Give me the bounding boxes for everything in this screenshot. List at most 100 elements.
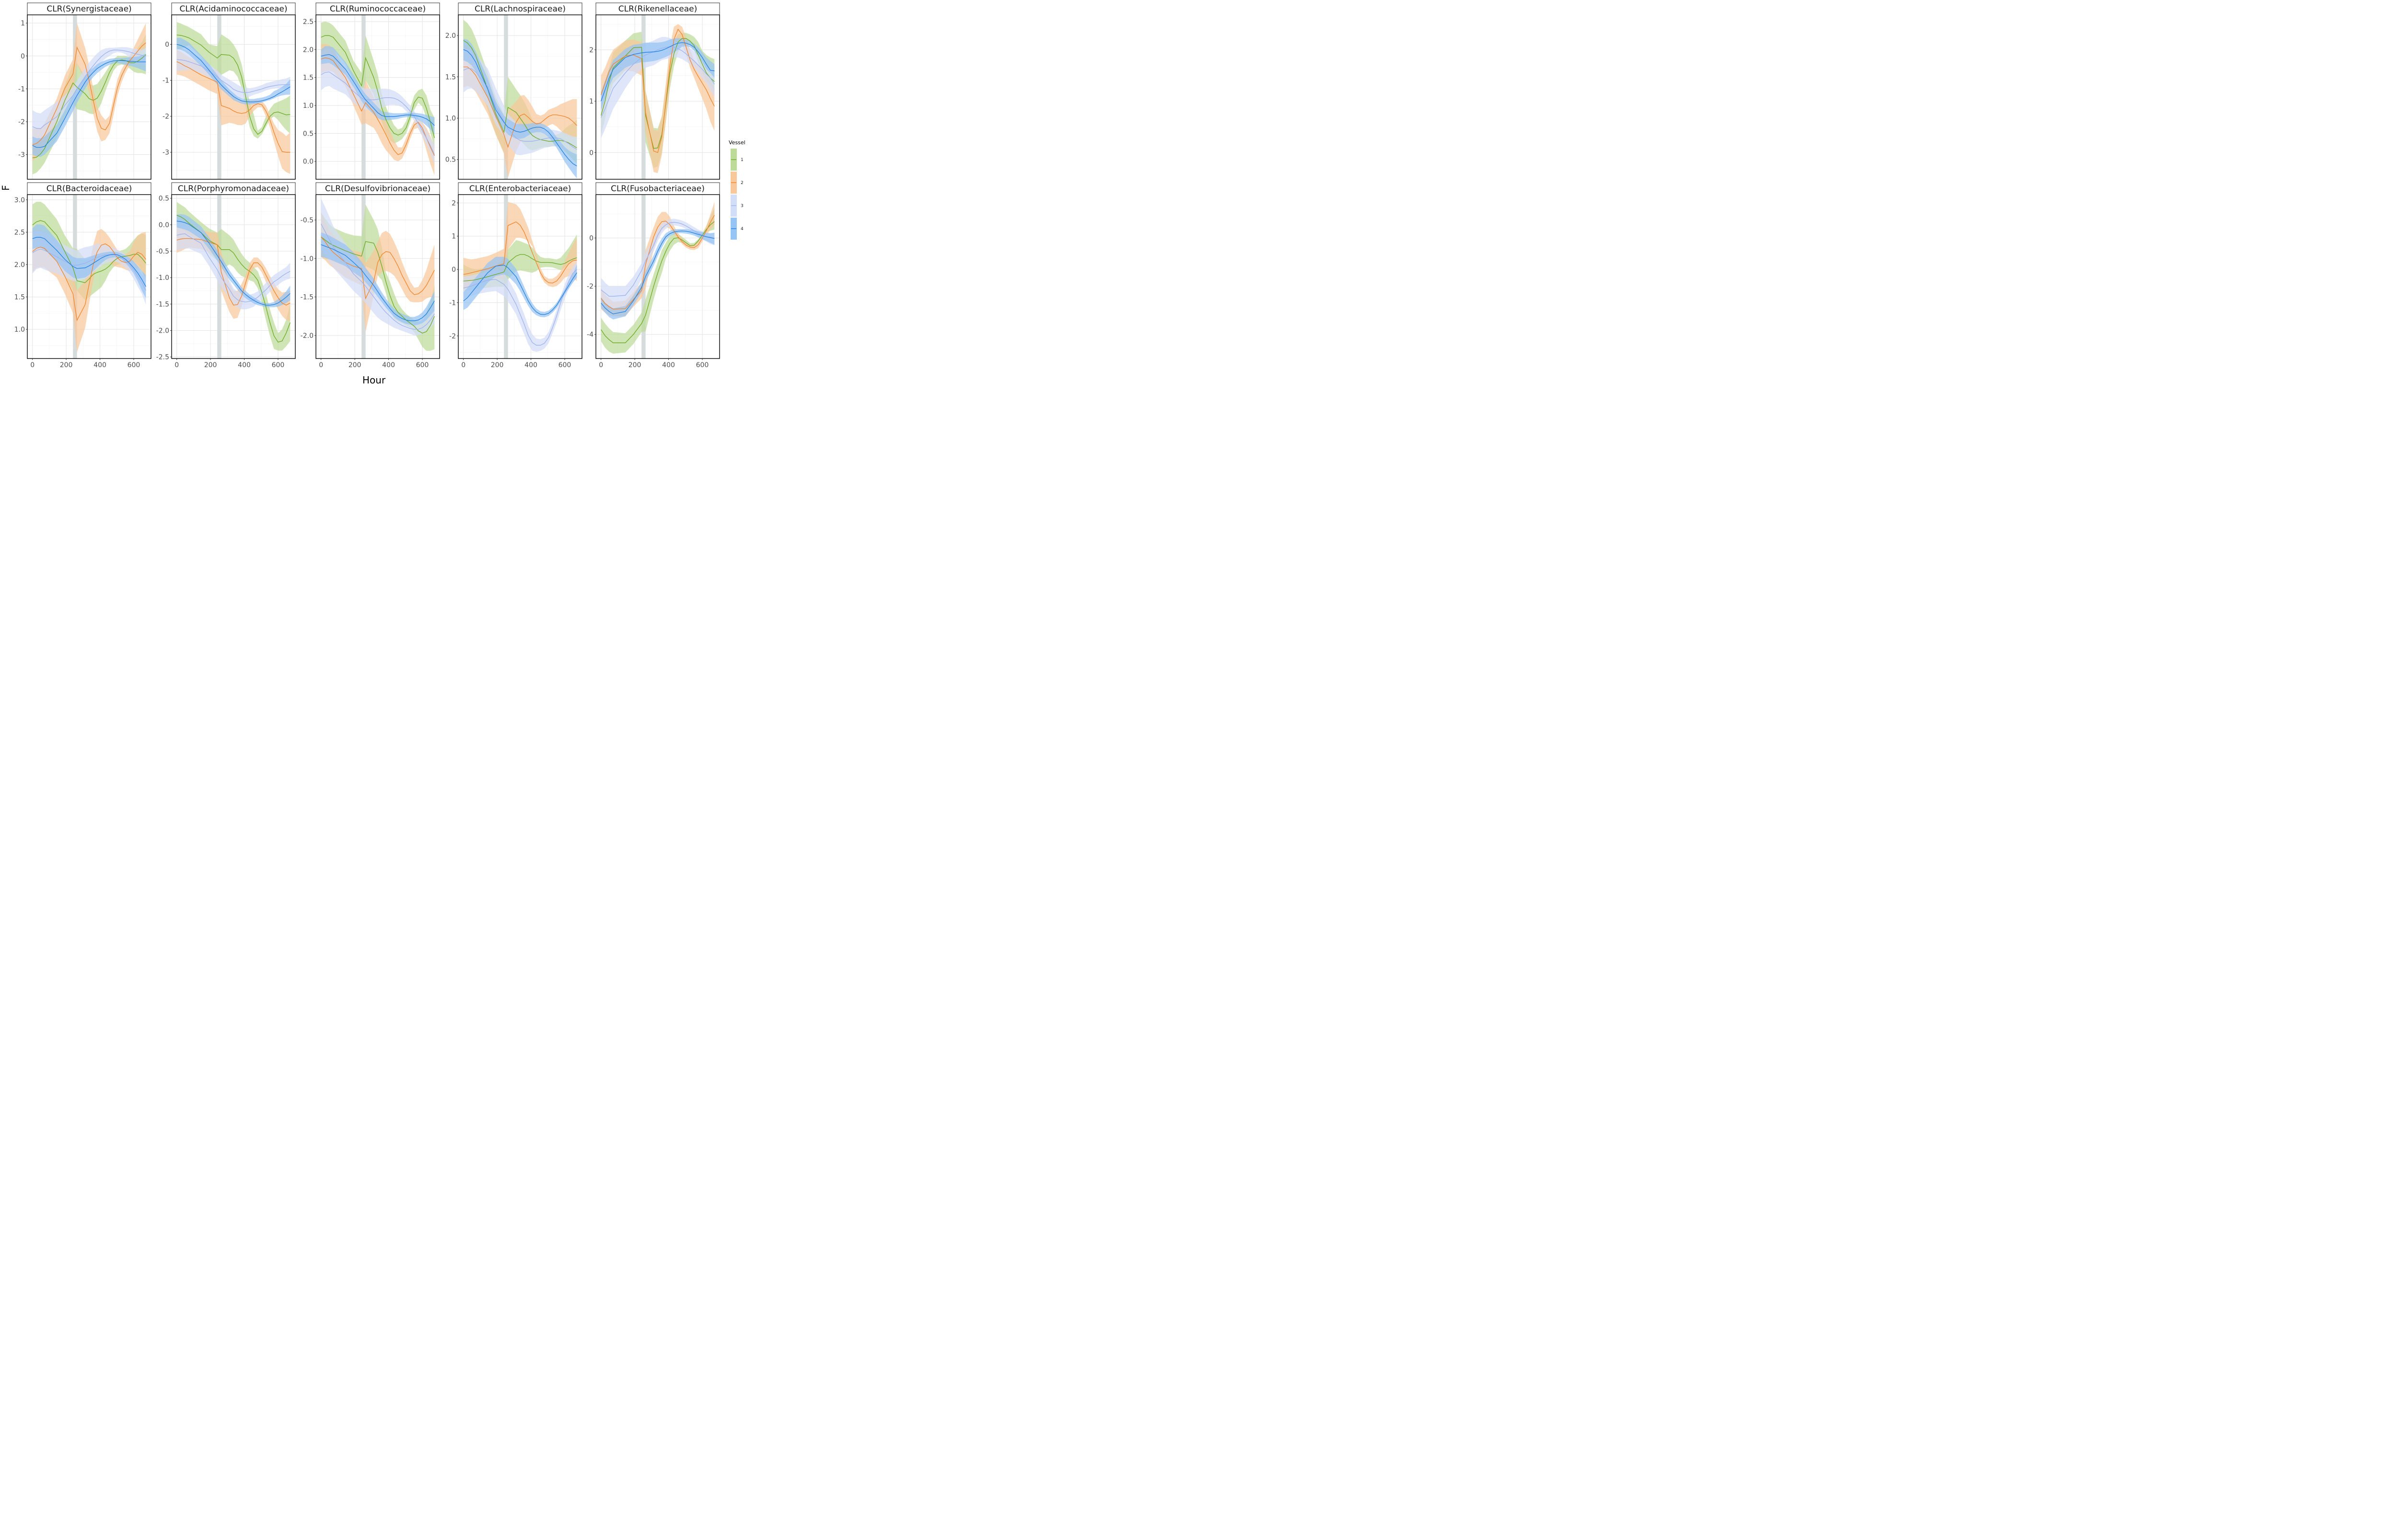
y-tick-label: 3.0 (14, 197, 25, 204)
y-tick-label: 0.0 (303, 158, 314, 166)
x-tick-label: 200 (491, 361, 504, 369)
strip (595, 2, 720, 15)
panel-1: CLR(Synergistaceae) -3 -2 -1 0 1 (18, 2, 151, 180)
y-tick-label: 1.0 (14, 326, 25, 334)
x-tick-label: 0 (461, 361, 465, 369)
panel-border (171, 14, 296, 180)
x-tick-label: 600 (696, 361, 709, 369)
y-tick-label: 0.5 (303, 130, 314, 138)
y-tick-label: 1 (589, 98, 593, 105)
line-vessel-1 (321, 236, 435, 334)
panel-title: CLR(Desulfovibrionaceae) (325, 184, 431, 194)
y-tick-label: -2 (18, 118, 25, 126)
ribbon-vessel-4 (176, 214, 291, 307)
legend-item-vessel-2: 2 (731, 172, 744, 194)
legend-item-vessel-3: 3 (731, 195, 744, 217)
line-vessel-4 (601, 231, 715, 314)
panel-6: CLR(Bacteroidaceae) 1.0 1.5 2.0 2.5 3.0 0 200 40… (14, 182, 151, 369)
line-vessel-4 (176, 44, 291, 103)
line-vessel-4 (321, 54, 435, 126)
ribbon-vessel-3 (601, 219, 715, 309)
panel-border (171, 194, 296, 359)
y-tick-label: 2.5 (14, 229, 25, 236)
line-vessel-3 (32, 49, 146, 129)
strip (27, 182, 151, 195)
y-tick-label: 1.0 (445, 115, 456, 122)
panel-border (458, 14, 582, 180)
line-vessel-1 (463, 40, 577, 149)
panel-4: CLR(Lachnospiraceae) 0.5 1.0 1.5 2.0 (445, 2, 582, 180)
strip (458, 182, 582, 195)
x-tick-label: 200 (628, 361, 641, 369)
x-tick-label: 200 (204, 361, 217, 369)
legend-label: 1 (741, 158, 744, 162)
y-tick-label: 2 (589, 46, 593, 54)
panel-border (595, 194, 720, 359)
x-tick-label: 200 (60, 361, 73, 369)
panel-border (458, 194, 582, 359)
panel-title: CLR(Synergistaceae) (47, 4, 131, 14)
ribbon-vessel-4 (321, 232, 435, 325)
ribbon-vessel-4 (463, 39, 577, 179)
y-tick-label: -1.5 (156, 301, 169, 308)
strip (171, 182, 296, 195)
line-vessel-4 (32, 60, 146, 148)
line-vessel-3 (176, 59, 291, 93)
line-vessel-1 (463, 254, 577, 282)
y-tick-label: 1 (452, 233, 456, 241)
strip (315, 2, 440, 15)
y-tick-label: 2.5 (303, 18, 314, 26)
y-tick-label: -4 (587, 331, 593, 339)
y-tick-label: 2 (452, 199, 456, 207)
line-vessel-2 (32, 243, 146, 322)
line-vessel-3 (32, 248, 146, 291)
y-tick-label: 1.0 (303, 102, 314, 110)
line-vessel-4 (463, 49, 577, 166)
y-tick-label: 2.0 (303, 46, 314, 54)
y-tick-label: -3 (163, 149, 169, 157)
line-vessel-2 (463, 221, 577, 284)
ribbon-vessel-3 (32, 47, 146, 142)
ribbon-vessel-3 (176, 48, 291, 99)
line-vessel-3 (321, 223, 435, 330)
strip (458, 2, 582, 15)
panel-border (27, 14, 151, 180)
line-vessel-1 (601, 221, 715, 343)
ribbon-vessel-3 (463, 261, 577, 352)
x-tick-label: 0 (30, 361, 35, 369)
panel-9: CLR(Enterobacteriaceae) -2 -1 0 1 2 0 200 400 600 (449, 182, 582, 369)
panel-border (315, 14, 440, 180)
strip (27, 2, 151, 15)
panel-8: CLR(Desulfovibrionaceae) -2.0 -1.5 -1.0 -0.5… (301, 182, 440, 369)
line-vessel-2 (321, 236, 435, 300)
line-vessel-1 (32, 54, 146, 159)
legend-label: 2 (741, 181, 744, 185)
y-tick-label: 0 (21, 53, 25, 60)
x-tick-label: 0 (319, 361, 323, 369)
strip (315, 182, 440, 195)
strip (595, 182, 720, 195)
panel-title: CLR(Bacteroidaceae) (47, 184, 132, 194)
x-tick-label: 0 (599, 361, 603, 369)
line-vessel-3 (601, 222, 715, 297)
legend: Vessel 1 2 3 4 (729, 139, 745, 240)
y-tick-label: 0.0 (159, 221, 169, 229)
ribbon-vessel-2 (321, 212, 435, 332)
x-tick-label: 400 (93, 361, 106, 369)
panel-7: CLR(Porphyromonadaceae) -2.5 -2.0 -1.5 -1.0 -… (156, 182, 296, 369)
line-vessel-4 (463, 265, 577, 315)
y-tick-label: 0.5 (445, 156, 456, 164)
y-tick-label: -1 (449, 299, 456, 307)
line-vessel-3 (601, 46, 715, 118)
panel-title: CLR(Fusobacteriaceae) (611, 184, 705, 194)
ribbon-vessel-4 (176, 38, 291, 104)
y-axis-title: F (0, 185, 12, 191)
x-tick-label: 600 (416, 361, 429, 369)
x-tick-label: 600 (128, 361, 140, 369)
y-tick-label: -1 (18, 85, 25, 93)
panel-title: CLR(Ruminococcaceae) (330, 4, 426, 14)
y-tick-label: 1 (21, 20, 25, 27)
y-tick-label: -1.0 (156, 274, 169, 282)
y-tick-label: -1.5 (301, 294, 314, 301)
line-vessel-1 (176, 35, 291, 135)
